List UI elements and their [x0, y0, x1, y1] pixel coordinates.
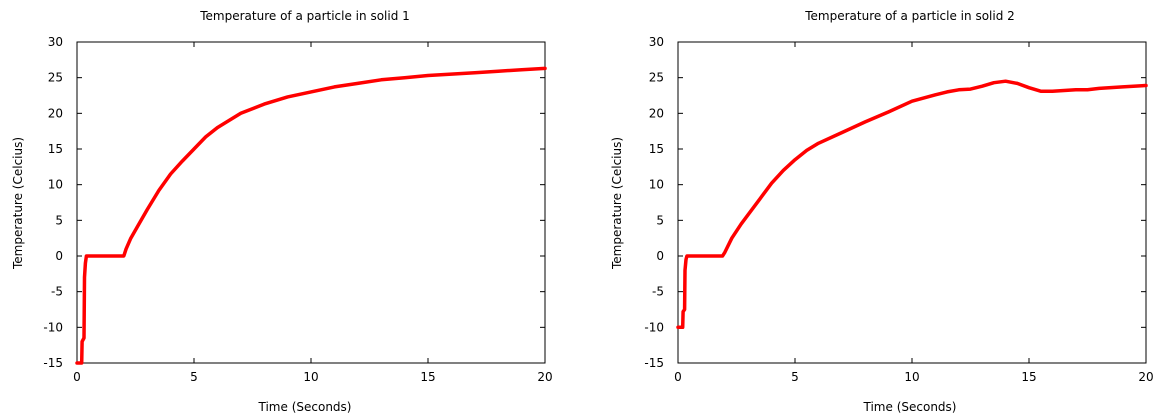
chart-2-y-tick-label: 15	[649, 142, 664, 156]
chart-2-x-tick-label: 20	[1138, 370, 1153, 384]
chart-1-y-tick-label: 20	[48, 106, 63, 120]
chart-1-y-tick-label: 0	[55, 249, 63, 263]
chart-2-y-tick-label: 25	[649, 71, 664, 85]
chart-2-series-line	[676, 79, 1148, 330]
chart-1-marks: 0 5 10 15 20 -15 -10 -5 0 5 10 15 20 25 30	[43, 35, 552, 384]
chart-2-x-tick-label: 10	[904, 370, 919, 384]
chart-1-x-tick-label: 10	[303, 370, 318, 384]
chart-2-x-tick-label: 15	[1021, 370, 1036, 384]
chart-1-svg: Temperature of a particle in solid 1 Tim…	[11, 9, 553, 414]
chart-1-y-tick-label: 25	[48, 71, 63, 85]
chart-1-y-tick-label: 15	[48, 142, 63, 156]
chart-1-y-tick-label: 10	[48, 178, 63, 192]
chart-1-x-tick-label: 0	[73, 370, 81, 384]
chart-2-title: Temperature of a particle in solid 2	[804, 9, 1015, 23]
chart-2-y-tick-label: -15	[644, 356, 664, 370]
chart-2-y-tick-label: 10	[649, 178, 664, 192]
chart-2-y-tick-label: -10	[644, 320, 664, 334]
chart-1-y-tick-label: 5	[55, 213, 63, 227]
chart-2-x-tick-label: 5	[791, 370, 799, 384]
chart-2-y-tick-label: -5	[652, 285, 664, 299]
chart-1-y-tick-label: 30	[48, 35, 63, 49]
chart-2-x-tick-label: 0	[674, 370, 682, 384]
chart-1-title: Temperature of a particle in solid 1	[199, 9, 410, 23]
chart-1-x-tick-label: 15	[420, 370, 435, 384]
chart-1-x-tick-label: 20	[537, 370, 552, 384]
chart-2-marks: 0 5 10 15 20 -15 -10 -5 0 5 10 15 20 25 30	[644, 35, 1153, 384]
chart-1-y-tick-label: -15	[43, 356, 63, 370]
chart-2-y-tick-label: 30	[649, 35, 664, 49]
chart-1-y-axis-label: Temperature (Celcius)	[11, 137, 25, 270]
chart-1-y-tick-label: -10	[43, 320, 63, 334]
chart-solid-2: Temperature of a particle in solid 2 Tim…	[580, 0, 1159, 414]
chart-1-x-axis-label: Time (Seconds)	[258, 400, 352, 414]
chart-2-x-axis-label: Time (Seconds)	[863, 400, 957, 414]
chart-2-y-tick-label: 20	[649, 106, 664, 120]
chart-1-series-line	[75, 66, 547, 365]
chart-solid-1: Temperature of a particle in solid 1 Tim…	[11, 9, 553, 414]
chart-2-y-tick-label: 0	[656, 249, 664, 263]
chart-2-y-tick-label: 5	[656, 213, 664, 227]
chart-2-y-axis-label: Temperature (Celcius)	[610, 137, 624, 270]
chart-1-x-tick-label: 5	[190, 370, 198, 384]
chart-2-svg: Temperature of a particle in solid 2 Tim…	[610, 9, 1154, 414]
chart-1-y-tick-label: -5	[51, 285, 63, 299]
